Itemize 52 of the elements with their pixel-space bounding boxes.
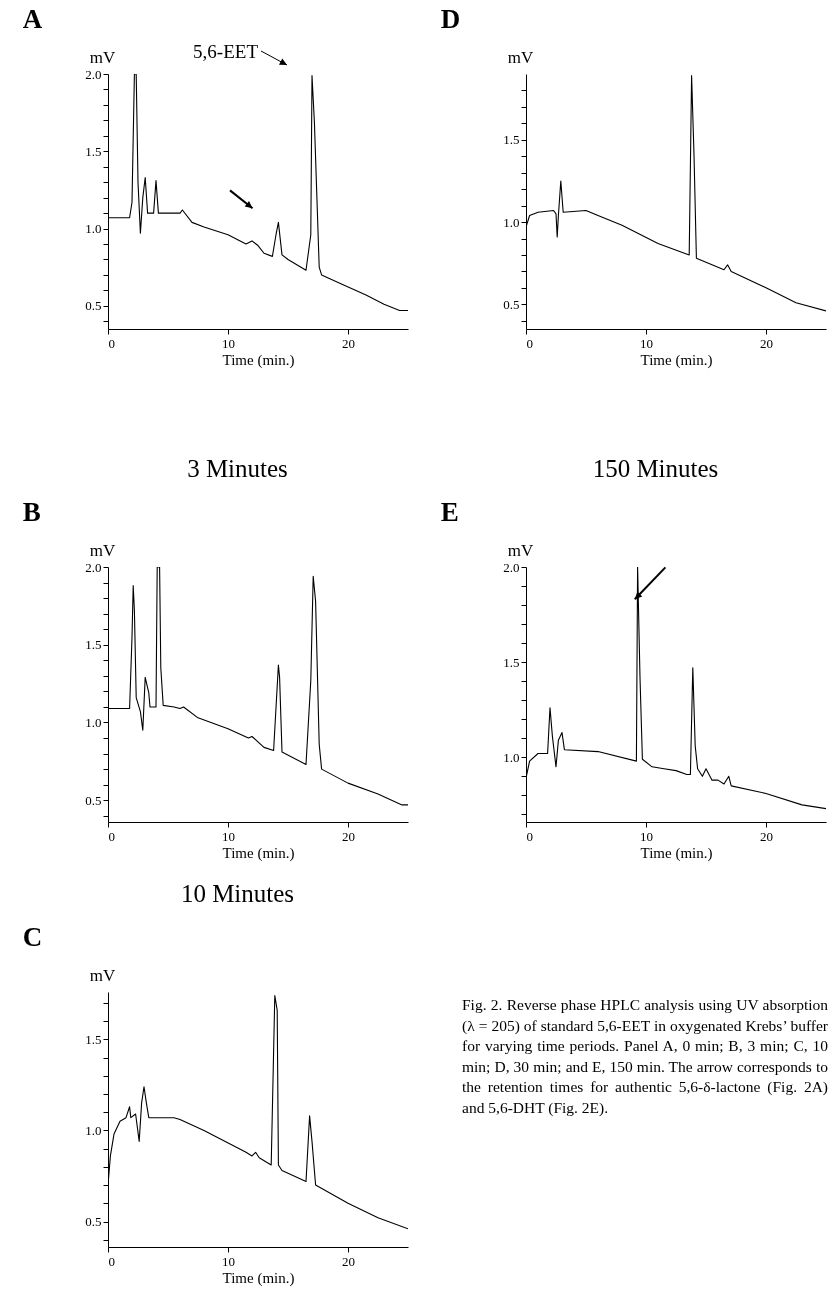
y-tick-label: 2.0 — [85, 559, 102, 575]
chart-title: A — [22, 4, 43, 34]
x-tick-label: 0 — [108, 335, 115, 351]
y-axis-title: mV — [507, 540, 534, 560]
y-tick-label: 1.0 — [85, 221, 102, 237]
x-tick-label: 20 — [342, 828, 355, 844]
y-tick-label: 0.5 — [85, 1214, 102, 1229]
x-axis-title: Time (min.) — [222, 1269, 295, 1287]
y-tick-label: 0.5 — [85, 298, 102, 314]
y-tick-label: 1.5 — [85, 637, 102, 653]
x-tick-label: 10 — [640, 335, 653, 351]
y-axis-title: mV — [89, 540, 116, 560]
y-axis-title: mV — [89, 965, 116, 985]
y-tick-label: 1.5 — [503, 654, 520, 670]
chart-subtitle: 10 Minutes — [179, 880, 296, 909]
y-tick-label: 1.0 — [503, 214, 520, 230]
chart-title: D — [440, 4, 461, 34]
x-tick-label: 20 — [342, 1253, 355, 1269]
y-axis-title: mV — [89, 47, 116, 67]
x-tick-label: 0 — [526, 828, 533, 844]
x-tick-label: 10 — [222, 1253, 235, 1269]
x-tick-label: 0 — [108, 828, 115, 844]
y-tick-label: 1.0 — [85, 714, 102, 730]
chart-title: C — [22, 922, 43, 952]
x-tick-label: 20 — [760, 335, 773, 351]
y-tick-label: 0.5 — [503, 296, 520, 312]
x-tick-label: 10 — [222, 335, 235, 351]
y-axis-title: mV — [507, 47, 534, 67]
x-tick-label: 10 — [640, 828, 653, 844]
x-tick-label: 20 — [760, 828, 773, 844]
chart-subtitle: 150 Minutes — [591, 455, 720, 484]
y-tick-label: 1.5 — [85, 1031, 102, 1047]
chart-subtitle: 3 Minutes — [186, 455, 289, 484]
x-tick-label: 0 — [526, 335, 533, 351]
y-tick-label: 0.5 — [85, 792, 102, 808]
x-axis-title: Time (min.) — [222, 351, 295, 369]
x-tick-label: 10 — [222, 828, 235, 844]
y-tick-label: 2.0 — [503, 559, 520, 575]
caption: Fig. 2. Reverse phase HPLC analysis using UV absorption (λ = 205) of standard 5,6-EET in oxygenated Krebs’ buffer for varying time periods. Panel A, 0 min; B, 3 min; C, 10 min; D, 30 min; and E, 150 min. The arrow corresponds to the retention times for authentic 5,6-δ-lactone (Fig. 2A) and 5,6-DHT (Fig. 2E). — [462, 995, 828, 1119]
x-axis-title: Time (min.) — [222, 844, 295, 862]
x-axis-title: Time (min.) — [640, 844, 713, 862]
annotation: 5,6-EET — [193, 41, 259, 62]
chart-title: E — [440, 497, 459, 527]
y-tick-label: 1.5 — [85, 143, 102, 159]
x-axis-title: Time (min.) — [640, 351, 713, 369]
y-tick-label: 1.0 — [503, 749, 520, 765]
y-tick-label: 2.0 — [85, 66, 102, 82]
chart-title: B — [22, 497, 41, 527]
x-tick-label: 20 — [342, 335, 355, 351]
x-tick-label: 0 — [108, 1253, 115, 1269]
y-tick-label: 1.0 — [85, 1122, 102, 1138]
y-tick-label: 1.5 — [503, 132, 520, 148]
